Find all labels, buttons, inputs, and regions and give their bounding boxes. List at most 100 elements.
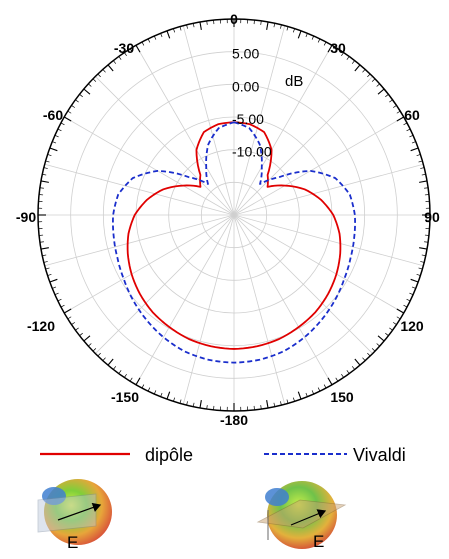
grid-spoke bbox=[182, 25, 235, 216]
angle-tick bbox=[410, 278, 419, 283]
angle-tick bbox=[57, 298, 62, 302]
angle-tick bbox=[403, 304, 408, 308]
angle-tick bbox=[280, 401, 282, 406]
angle-tick bbox=[153, 390, 157, 395]
angle-tick bbox=[102, 357, 106, 361]
angle-tick bbox=[273, 23, 276, 28]
angle-tick bbox=[67, 110, 72, 114]
angle-tick bbox=[92, 348, 97, 352]
angle-tick bbox=[362, 357, 366, 361]
angle-label-210: -150 bbox=[111, 389, 139, 405]
grid-spoke bbox=[95, 214, 235, 354]
grid-spoke bbox=[233, 214, 286, 405]
angle-tick bbox=[79, 332, 83, 336]
angle-tick bbox=[351, 366, 355, 370]
angle-tick bbox=[179, 399, 182, 404]
angle-tick bbox=[354, 358, 361, 366]
angle-tick bbox=[403, 122, 408, 126]
angle-tick bbox=[113, 366, 117, 370]
angle-tick bbox=[411, 141, 416, 144]
angle-tick bbox=[260, 405, 262, 410]
angle-tick bbox=[52, 141, 57, 144]
grid-spoke bbox=[44, 163, 235, 216]
angle-tick bbox=[75, 327, 79, 331]
angle-tick bbox=[52, 286, 57, 289]
angle-label-240: -120 bbox=[27, 318, 55, 334]
angle-tick bbox=[292, 397, 295, 402]
angle-tick bbox=[396, 316, 401, 320]
angle-tick bbox=[416, 273, 421, 276]
angle-tick bbox=[42, 173, 47, 176]
angle-tick bbox=[327, 44, 333, 53]
angle-tick bbox=[396, 116, 405, 122]
angle-tick bbox=[286, 26, 289, 31]
ring-label: 0.00 bbox=[232, 78, 259, 94]
angle-tick bbox=[421, 173, 426, 176]
angle-tick bbox=[421, 254, 426, 257]
grid-spoke bbox=[135, 214, 235, 385]
angle-tick bbox=[113, 60, 117, 64]
ring-label: -10.00 bbox=[232, 144, 272, 160]
angle-tick bbox=[45, 160, 50, 163]
angle-tick bbox=[367, 352, 371, 357]
angle-tick bbox=[424, 187, 429, 189]
angle-tick bbox=[419, 247, 428, 250]
angle-tick bbox=[416, 154, 421, 157]
angle-tick bbox=[60, 304, 65, 308]
grid-spoke bbox=[233, 116, 404, 216]
angle-tick bbox=[166, 30, 171, 39]
grid-spoke bbox=[135, 45, 235, 216]
angle-tick bbox=[280, 24, 282, 29]
grid-spoke bbox=[233, 76, 373, 216]
grid-spoke bbox=[64, 116, 235, 216]
grid-spoke bbox=[44, 214, 235, 267]
angle-tick bbox=[118, 56, 122, 60]
angle-tick bbox=[317, 387, 321, 392]
angle-labels: 0 30 60 90 120 150 -180 -150 -120 -90 -60 -30 bbox=[16, 11, 440, 428]
angle-label-90: 90 bbox=[424, 209, 440, 225]
angle-tick bbox=[419, 180, 428, 183]
ring-labels: 5.00 0.00 -5.00 -10.00 bbox=[232, 46, 272, 160]
angle-tick bbox=[160, 392, 163, 397]
angle-tick bbox=[92, 78, 97, 82]
angle-tick bbox=[192, 402, 195, 407]
angle-label-60: 60 bbox=[404, 107, 420, 123]
grid-spoke bbox=[233, 25, 286, 216]
angle-tick bbox=[371, 348, 376, 352]
angle-tick bbox=[192, 23, 195, 28]
angle-tick bbox=[63, 116, 72, 122]
angle-tick bbox=[186, 24, 188, 29]
angle-tick bbox=[392, 105, 397, 108]
angle-tick-marks bbox=[38, 19, 430, 411]
angle-tick bbox=[141, 41, 145, 46]
angle-label-0: 0 bbox=[230, 11, 238, 27]
angle-tick bbox=[102, 69, 106, 73]
angle-tick bbox=[420, 167, 425, 169]
polar-grid bbox=[37, 18, 431, 412]
angle-tick bbox=[305, 392, 308, 397]
angle-tick bbox=[392, 322, 397, 325]
legend-label-dipole: dipôle bbox=[145, 445, 193, 465]
angle-tick bbox=[173, 28, 176, 33]
angle-tick bbox=[385, 94, 389, 98]
series-line-dipole bbox=[126, 121, 342, 350]
angle-tick bbox=[63, 308, 72, 314]
angle-tick bbox=[71, 105, 76, 108]
angle-tick bbox=[40, 180, 49, 183]
angle-tick bbox=[97, 352, 101, 357]
angle-tick bbox=[135, 377, 141, 386]
angle-tick bbox=[292, 28, 295, 33]
angle-label-300: -60 bbox=[43, 107, 63, 123]
angle-tick bbox=[40, 247, 49, 250]
grid-spoke bbox=[233, 214, 404, 314]
angle-tick bbox=[43, 261, 48, 263]
angle-tick bbox=[147, 38, 151, 43]
angle-tick bbox=[135, 44, 141, 53]
angle-tick bbox=[409, 292, 414, 296]
angle-tick bbox=[376, 83, 380, 87]
legend-label-vivaldi: Vivaldi bbox=[353, 445, 406, 465]
inset-e-label-left: E bbox=[67, 533, 78, 552]
angle-tick bbox=[107, 358, 114, 366]
angle-tick bbox=[47, 154, 52, 157]
data-series bbox=[112, 121, 356, 364]
